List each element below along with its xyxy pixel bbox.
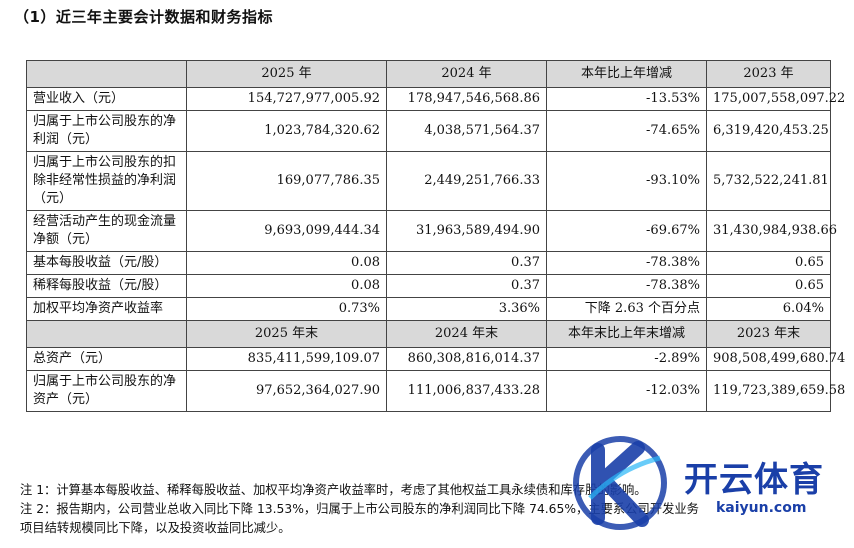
- value-2025: 835,411,599,109.07: [186, 347, 387, 371]
- header-cell: [26, 320, 187, 348]
- value-2025: 0.08: [186, 251, 387, 275]
- value-2025: 169,077,786.35: [186, 151, 387, 211]
- value-2025: 0.73%: [186, 297, 387, 321]
- value-2024: 0.37: [386, 274, 547, 298]
- value-2023: 175,007,558,097.22: [706, 87, 845, 111]
- header-cell: [26, 60, 187, 88]
- change-value: -93.10%: [546, 151, 707, 211]
- header-cell: 本年比上年增减: [546, 60, 707, 88]
- header-cell: 2025 年末: [186, 320, 387, 348]
- footnotes: 注 1：计算基本每股收益、稀释每股收益、加权平均净资产收益率时，考虑了其他权益工…: [20, 481, 840, 538]
- header-cell: 2024 年: [386, 60, 547, 88]
- value-2023: 5,732,522,241.81: [706, 151, 831, 211]
- row-label: 经营活动产生的现金流量净额（元）: [26, 210, 187, 252]
- value-2023: 908,508,499,680.74: [706, 347, 845, 371]
- table-row: 经营活动产生的现金流量净额（元） 9,693,099,444.34 31,963,5…: [26, 210, 837, 252]
- value-2024: 31,963,589,494.90: [386, 210, 547, 252]
- value-2024: 4,038,571,564.37: [386, 110, 547, 152]
- section-title: （1）近三年主要会计数据和财务指标: [14, 8, 273, 26]
- change-value: -78.38%: [546, 251, 707, 275]
- value-2024: 2,449,251,766.33: [386, 151, 547, 211]
- value-2025: 0.08: [186, 274, 387, 298]
- change-value: -12.03%: [546, 370, 707, 412]
- row-label: 归属于上市公司股东的净利润（元）: [26, 110, 187, 152]
- row-label: 总资产（元）: [26, 347, 187, 371]
- watermark-url: kaiyun.com: [716, 500, 807, 516]
- change-value: -74.65%: [546, 110, 707, 152]
- value-2025: 9,693,099,444.34: [186, 210, 387, 252]
- header-cell: 2023 年末: [706, 320, 831, 348]
- value-2025: 1,023,784,320.62: [186, 110, 387, 152]
- value-2024: 0.37: [386, 251, 547, 275]
- value-2023: 119,723,389,659.58: [706, 370, 845, 412]
- header-cell: 2024 年末: [386, 320, 547, 348]
- footnote-1: 注 1：计算基本每股收益、稀释每股收益、加权平均净资产收益率时，考虑了其他权益工…: [20, 483, 647, 497]
- value-2025: 97,652,364,027.90: [186, 370, 387, 412]
- row-label: 营业收入（元）: [26, 87, 187, 111]
- row-label: 归属于上市公司股东的净资产（元）: [26, 370, 187, 412]
- table-row: 加权平均净资产收益率 0.73% 3.36% 下降 2.63 个百分点 6.04%: [26, 297, 831, 321]
- value-2023: 6,319,420,453.25: [706, 110, 831, 152]
- change-value: 下降 2.63 个百分点: [546, 297, 707, 321]
- row-label: 加权平均净资产收益率: [26, 297, 187, 321]
- table-row: 归属于上市公司股东的净利润（元） 1,023,784,320.62 4,038,57…: [26, 110, 831, 152]
- financial-data-table: 2025 年 2024 年本年比上年增减 2023 年营业收入（元） 154,727,…: [26, 60, 845, 412]
- value-2023: 31,430,984,938.66: [706, 210, 837, 252]
- row-label: 稀释每股收益（元/股）: [26, 274, 187, 298]
- change-value: -13.53%: [546, 87, 707, 111]
- header-cell: 2025 年: [186, 60, 387, 88]
- table-row: 归属于上市公司股东的净资产（元） 97,652,364,027.90 111,006…: [26, 370, 845, 412]
- change-value: -78.38%: [546, 274, 707, 298]
- table-row: 稀释每股收益（元/股） 0.08 0.37 -78.38% 0.65: [26, 274, 831, 298]
- value-2024: 178,947,546,568.86: [386, 87, 547, 111]
- table-header-row: 2025 年 2024 年本年比上年增减 2023 年: [26, 60, 831, 88]
- value-2024: 111,006,837,433.28: [386, 370, 547, 412]
- table-header-row: 2025 年末 2024 年末 本年末比上年末增减 2023 年末: [26, 320, 831, 348]
- table-row: 基本每股收益（元/股） 0.08 0.37 -78.38% 0.65: [26, 251, 831, 275]
- row-label: 归属于上市公司股东的扣除非经常性损益的净利润（元）: [26, 151, 187, 211]
- header-cell: 2023 年: [706, 60, 831, 88]
- row-label: 基本每股收益（元/股）: [26, 251, 187, 275]
- table-row: 总资产（元） 835,411,599,109.07 860,308,816,014.…: [26, 347, 845, 371]
- value-2023: 6.04%: [706, 297, 831, 321]
- change-value: -69.67%: [546, 210, 707, 252]
- value-2025: 154,727,977,005.92: [186, 87, 387, 111]
- footnote-2: 注 2：报告期内，公司营业总收入同比下降 13.53%，归属于上市公司股东的净利…: [20, 502, 699, 516]
- value-2024: 860,308,816,014.37: [386, 347, 547, 371]
- footnote-2-continued: 项目结转规模同比下降，以及投资收益同比减少。: [20, 521, 291, 535]
- table-row: 归属于上市公司股东的扣除非经常性损益的净利润（元） 169,077,786.35 2…: [26, 151, 831, 211]
- value-2023: 0.65: [706, 251, 831, 275]
- value-2023: 0.65: [706, 274, 831, 298]
- watermark-brand: 开云体育: [684, 460, 824, 500]
- table-row: 营业收入（元） 154,727,977,005.92 178,947,546,568…: [26, 87, 845, 111]
- watermark-logo-icon: [573, 436, 667, 530]
- value-2024: 3.36%: [386, 297, 547, 321]
- change-value: -2.89%: [546, 347, 707, 371]
- header-cell: 本年末比上年末增减: [546, 320, 707, 348]
